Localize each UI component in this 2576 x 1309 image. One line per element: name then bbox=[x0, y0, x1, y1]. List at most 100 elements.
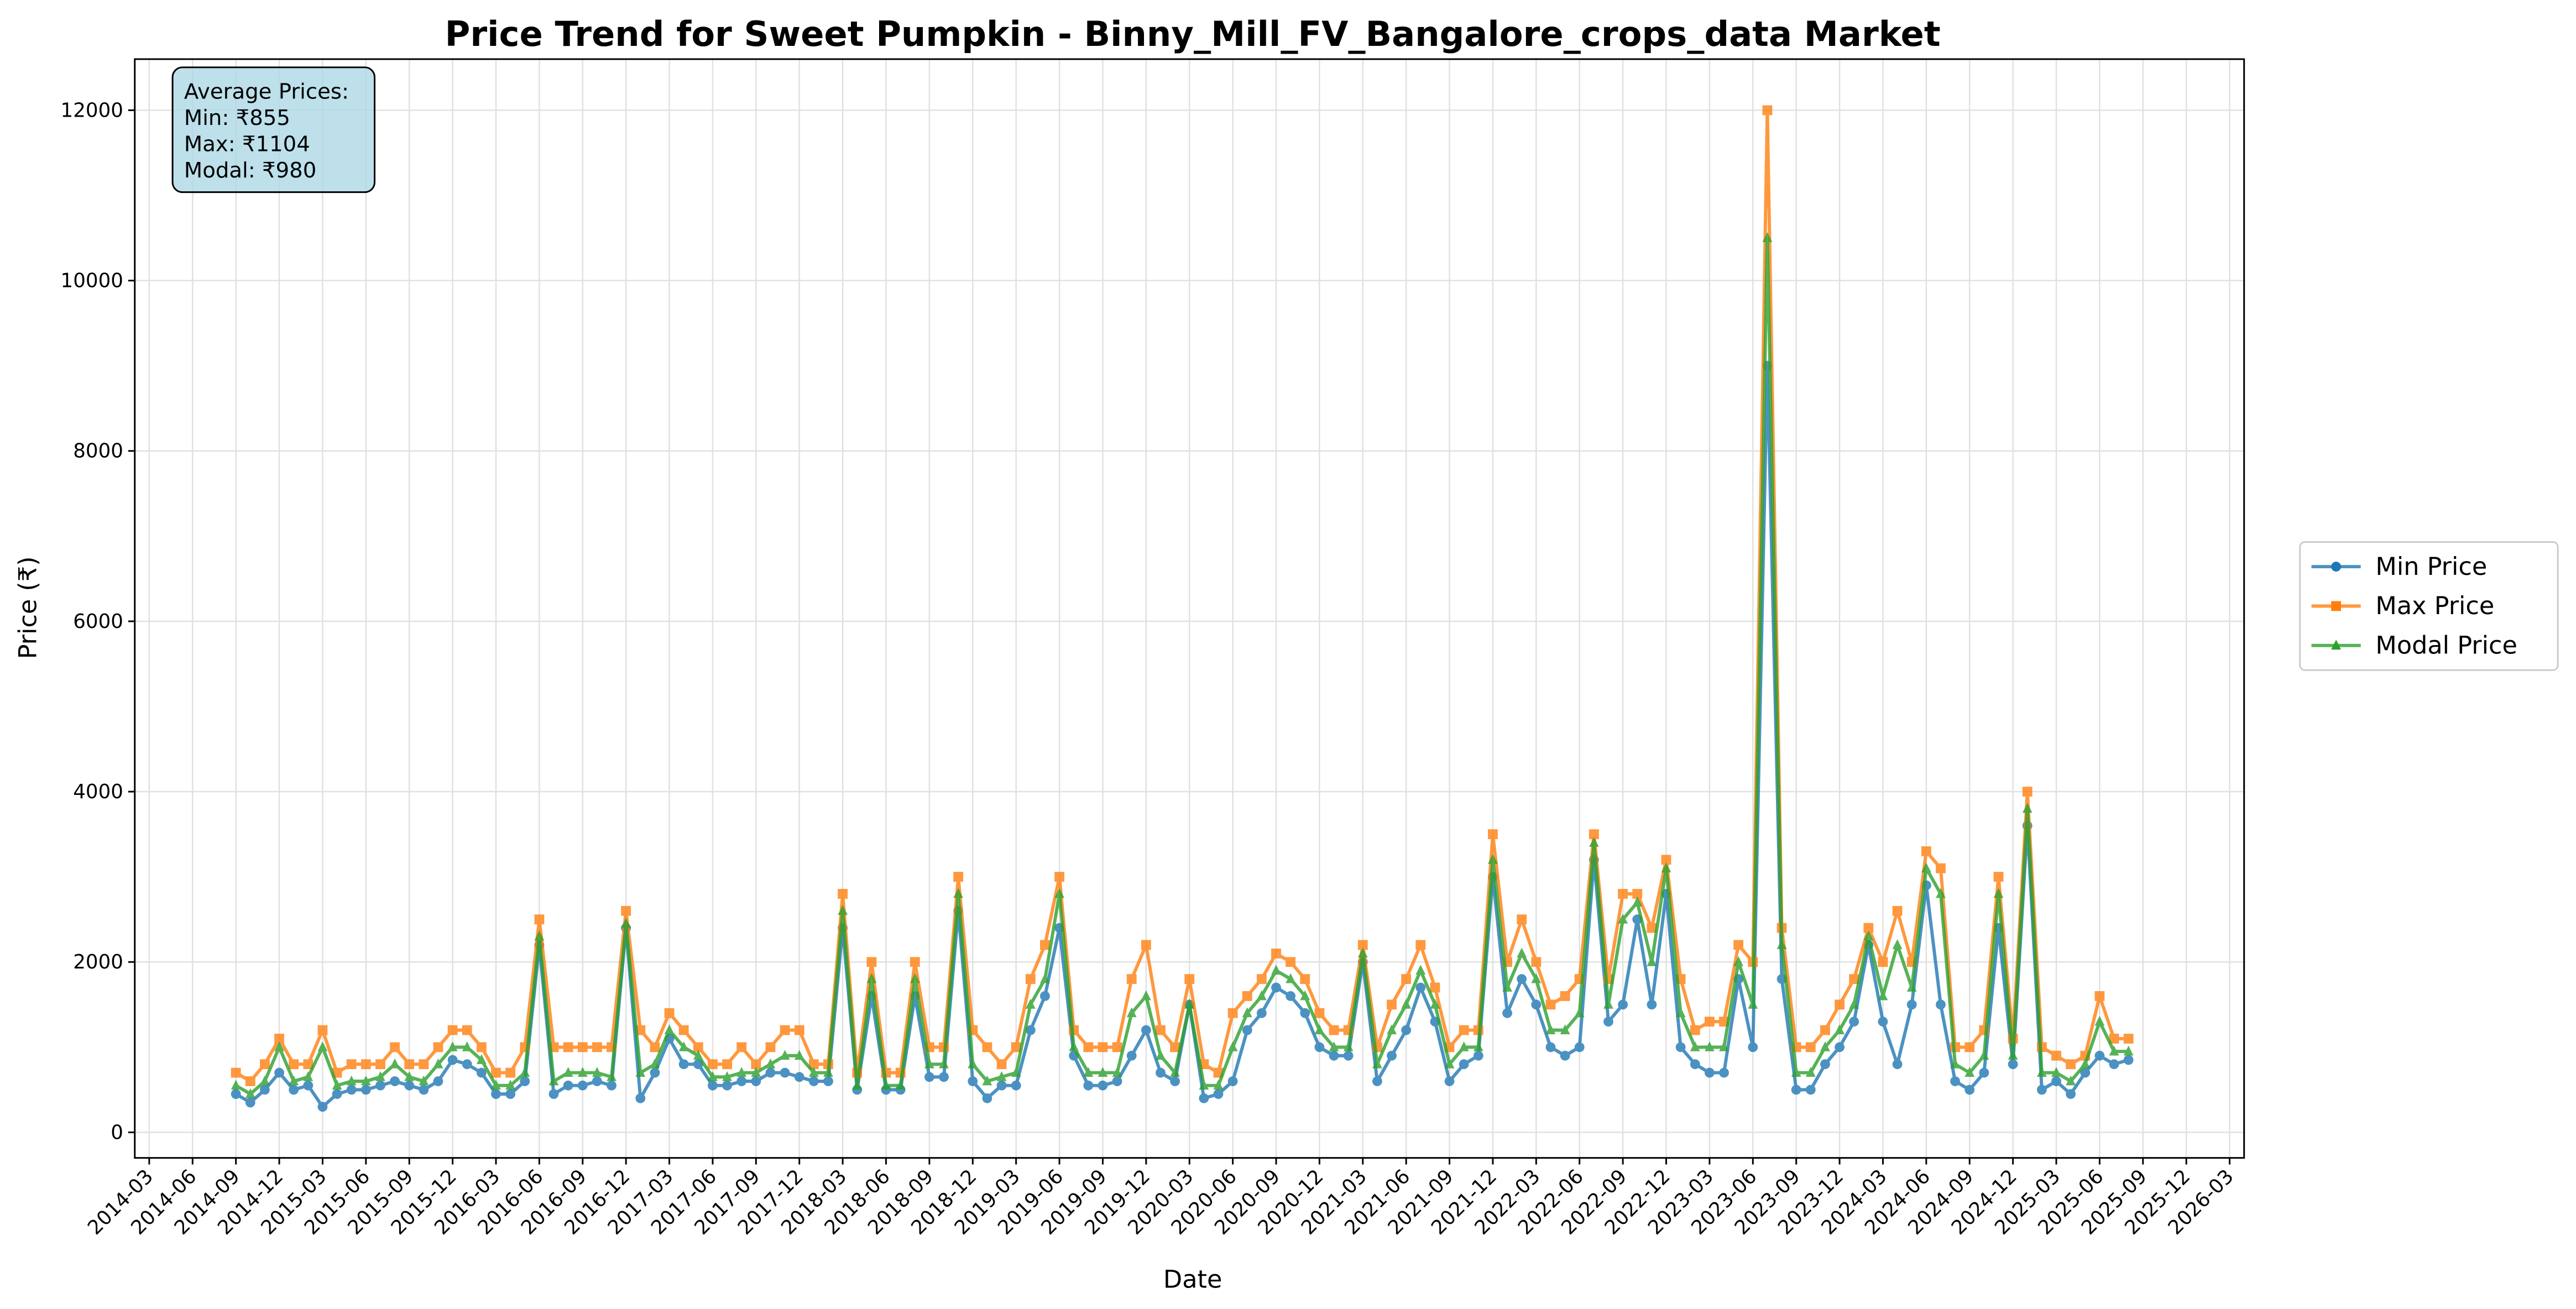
marker bbox=[1776, 939, 1787, 949]
marker bbox=[1083, 1067, 1094, 1077]
marker bbox=[780, 1025, 790, 1035]
marker bbox=[231, 1089, 241, 1099]
marker bbox=[1011, 1080, 1021, 1091]
marker bbox=[1040, 991, 1050, 1001]
marker bbox=[1618, 889, 1628, 899]
marker bbox=[765, 1042, 776, 1053]
marker bbox=[1791, 1067, 1801, 1077]
marker bbox=[1704, 1017, 1715, 1027]
marker bbox=[1314, 1008, 1325, 1018]
marker bbox=[505, 1089, 516, 1099]
marker bbox=[1300, 990, 1310, 1001]
marker bbox=[866, 973, 877, 983]
marker bbox=[1256, 1008, 1267, 1018]
marker bbox=[607, 1080, 616, 1091]
marker bbox=[1921, 846, 1931, 856]
marker bbox=[1256, 974, 1267, 984]
marker bbox=[2109, 1045, 2119, 1056]
annotation-text: Modal: ₹980 bbox=[184, 158, 316, 183]
marker bbox=[375, 1080, 385, 1091]
marker bbox=[1878, 957, 1888, 967]
marker bbox=[390, 1058, 400, 1069]
marker bbox=[1805, 1067, 1816, 1077]
marker bbox=[274, 1041, 284, 1051]
marker bbox=[1184, 998, 1195, 1009]
marker bbox=[708, 1071, 718, 1081]
marker bbox=[592, 1067, 602, 1077]
marker bbox=[678, 1059, 689, 1070]
marker bbox=[1300, 974, 1310, 984]
marker bbox=[982, 1042, 992, 1053]
marker bbox=[751, 1067, 761, 1077]
marker bbox=[1517, 914, 1527, 925]
marker bbox=[1574, 1007, 1585, 1018]
annotation-text: Average Prices: bbox=[184, 79, 349, 104]
marker bbox=[404, 1071, 415, 1081]
marker bbox=[2109, 1034, 2119, 1044]
marker bbox=[231, 1080, 241, 1090]
marker bbox=[1950, 1058, 1961, 1069]
marker bbox=[1936, 863, 1946, 873]
marker bbox=[1271, 948, 1281, 959]
y-tick-label: 6000 bbox=[73, 610, 123, 633]
marker bbox=[1647, 999, 1657, 1010]
marker bbox=[1805, 1085, 1816, 1095]
marker bbox=[751, 1059, 761, 1070]
marker bbox=[1820, 1025, 1830, 1035]
marker bbox=[924, 1072, 934, 1082]
marker bbox=[1227, 1041, 1238, 1051]
marker bbox=[939, 1072, 949, 1082]
marker bbox=[1936, 888, 1946, 898]
marker bbox=[317, 1102, 328, 1112]
marker bbox=[1083, 1080, 1094, 1091]
marker bbox=[260, 1085, 270, 1095]
marker bbox=[1878, 1017, 1888, 1027]
marker bbox=[419, 1059, 429, 1070]
marker bbox=[1502, 982, 1512, 992]
marker bbox=[953, 888, 964, 898]
marker bbox=[1545, 999, 1556, 1010]
marker bbox=[1589, 829, 1599, 840]
marker bbox=[1415, 965, 1426, 975]
marker bbox=[1892, 905, 1903, 916]
marker bbox=[534, 914, 545, 925]
marker bbox=[433, 1058, 443, 1069]
marker bbox=[404, 1059, 415, 1070]
marker bbox=[1459, 1025, 1469, 1035]
marker bbox=[1387, 1024, 1397, 1034]
marker bbox=[1878, 990, 1888, 1001]
marker bbox=[520, 1067, 530, 1077]
marker bbox=[780, 1050, 790, 1060]
marker bbox=[1589, 837, 1599, 847]
plot-frame bbox=[134, 58, 2245, 1159]
marker bbox=[390, 1076, 400, 1086]
marker bbox=[1112, 1067, 1122, 1077]
marker bbox=[1357, 947, 1368, 958]
marker bbox=[274, 1067, 284, 1078]
marker bbox=[360, 1085, 371, 1095]
marker bbox=[2008, 1050, 2018, 1060]
marker bbox=[1762, 232, 1773, 242]
marker bbox=[1444, 1076, 1455, 1086]
marker bbox=[2331, 562, 2342, 572]
marker bbox=[245, 1088, 255, 1098]
marker bbox=[1401, 998, 1412, 1009]
marker bbox=[1098, 1067, 1108, 1077]
marker bbox=[1849, 974, 1859, 984]
marker bbox=[852, 1080, 863, 1090]
marker bbox=[2094, 1015, 2105, 1026]
marker bbox=[274, 1034, 284, 1044]
marker bbox=[910, 957, 920, 967]
marker bbox=[577, 1067, 588, 1077]
marker bbox=[1531, 999, 1542, 1010]
marker bbox=[895, 1080, 906, 1090]
marker bbox=[2123, 1045, 2134, 1056]
marker bbox=[1719, 1067, 1729, 1078]
y-tick-label: 0 bbox=[111, 1121, 123, 1144]
marker bbox=[722, 1080, 732, 1091]
marker bbox=[548, 1089, 559, 1099]
marker bbox=[1502, 1008, 1512, 1018]
marker bbox=[1748, 998, 1758, 1009]
marker bbox=[1979, 1067, 1989, 1078]
